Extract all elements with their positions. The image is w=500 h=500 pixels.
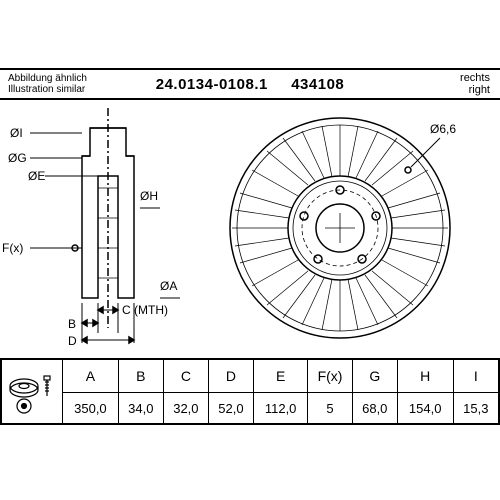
diagram-svg: ØI ØG ØE ØH ØA F(x) B — [0, 98, 500, 358]
val-H: 154,0 — [397, 393, 453, 425]
val-C: 32,0 — [163, 393, 208, 425]
val-E: 112,0 — [253, 393, 307, 425]
part-numbers: 24.0134-0108.1 434108 — [156, 76, 345, 93]
part-number-main: 24.0134-0108.1 — [156, 76, 268, 93]
front-view: Ø6,6 — [230, 118, 456, 338]
dimension-table: A B C D E F(x) G H I 350,0 34,0 32,0 52,… — [0, 358, 500, 425]
part-number-alt: 434108 — [291, 76, 344, 93]
technical-diagram: ØI ØG ØE ØH ØA F(x) B — [0, 98, 500, 358]
svg-text:ØG: ØG — [8, 151, 27, 165]
side-en: right — [460, 84, 490, 96]
svg-text:ØA: ØA — [160, 279, 177, 293]
side-de: rechts — [460, 72, 490, 84]
svg-text:ØE: ØE — [28, 169, 45, 183]
col-F: F(x) — [308, 359, 352, 393]
svg-text:ØI: ØI — [10, 126, 23, 140]
val-D: 52,0 — [208, 393, 253, 425]
col-D: D — [208, 359, 253, 393]
table-row: 350,0 34,0 32,0 52,0 112,0 5 68,0 154,0 … — [1, 393, 499, 425]
disclaimer-en: Illustration similar — [8, 84, 87, 95]
val-F: 5 — [308, 393, 352, 425]
col-G: G — [352, 359, 397, 393]
col-B: B — [118, 359, 163, 393]
val-I: 15,3 — [453, 393, 499, 425]
side-label: rechts right — [460, 72, 490, 96]
col-E: E — [253, 359, 307, 393]
svg-text:B: B — [68, 317, 76, 331]
header-bar: Abbildung ähnlich Illustration similar 2… — [0, 68, 500, 100]
header-disclaimer: Abbildung ähnlich Illustration similar — [8, 73, 87, 95]
col-C: C — [163, 359, 208, 393]
hole-label: Ø6,6 — [430, 122, 456, 136]
col-H: H — [397, 359, 453, 393]
side-view: ØI ØG ØE ØH ØA F(x) B — [2, 108, 180, 348]
svg-text:C (MTH): C (MTH) — [122, 303, 168, 317]
disc-bolt-icon — [6, 368, 58, 416]
val-B: 34,0 — [118, 393, 163, 425]
val-G: 68,0 — [352, 393, 397, 425]
disclaimer-de: Abbildung ähnlich — [8, 73, 87, 84]
svg-text:D: D — [68, 334, 77, 348]
svg-text:F(x): F(x) — [2, 241, 23, 255]
icon-cell — [1, 359, 63, 424]
val-A: 350,0 — [63, 393, 119, 425]
col-I: I — [453, 359, 499, 393]
col-A: A — [63, 359, 119, 393]
svg-text:ØH: ØH — [140, 189, 158, 203]
